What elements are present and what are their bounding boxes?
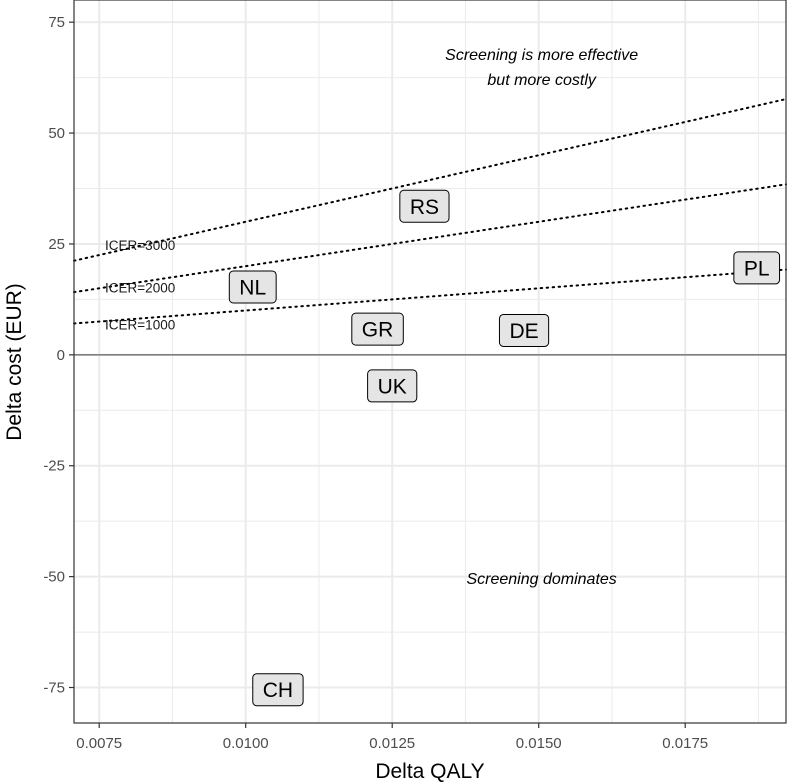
x-tick-label: 0.0125 bbox=[369, 735, 415, 752]
x-tick-label: 0.0075 bbox=[76, 735, 122, 752]
point-label-box bbox=[367, 369, 418, 403]
grid-layer bbox=[74, 0, 786, 723]
icer-line-label: ICER=1000 bbox=[105, 318, 175, 333]
annotation-layer: Screening is more effective but more cost… bbox=[445, 47, 638, 588]
y-tick-label: 50 bbox=[48, 125, 65, 142]
y-tick-label: -75 bbox=[43, 680, 65, 697]
point-label-box bbox=[498, 313, 550, 347]
quadrant-annotation: Screening is more effective bbox=[445, 47, 638, 64]
y-axis-ticks: -75 -50 -25 0 25 50 75 bbox=[43, 14, 74, 697]
country-point-label: UK bbox=[367, 369, 418, 403]
x-axis-ticks: 0.0075 0.0100 0.0125 0.0150 0.0175 bbox=[76, 723, 708, 752]
y-tick-label: 75 bbox=[48, 14, 65, 31]
country-point-label: DE bbox=[498, 313, 550, 347]
x-tick-label: 0.0150 bbox=[516, 735, 562, 752]
point-label-text: CH bbox=[263, 679, 293, 702]
icer-line bbox=[73, 183, 787, 294]
point-label-box bbox=[252, 673, 304, 707]
icer-reference-lines: ICER=3000 ICER=2000 ICER=1000 bbox=[73, 98, 787, 333]
icer-line bbox=[73, 268, 787, 325]
icer-line-label: ICER=3000 bbox=[105, 238, 175, 253]
y-tick-label: 0 bbox=[57, 347, 65, 364]
plot-panel-background bbox=[74, 0, 786, 723]
icer-line-label: ICER=2000 bbox=[105, 280, 175, 295]
point-label-text: GR bbox=[362, 319, 394, 342]
y-tick-label: -25 bbox=[43, 458, 65, 475]
point-label-layer: RS NL PL GR DE UK CH bbox=[228, 189, 781, 707]
country-point-label: RS bbox=[399, 189, 450, 223]
y-tick-label: -50 bbox=[43, 569, 65, 586]
country-point-label: GR bbox=[351, 312, 404, 346]
point-label-box bbox=[733, 251, 781, 285]
point-label-text: PL bbox=[744, 257, 770, 280]
quadrant-annotation: Screening dominates bbox=[466, 571, 616, 588]
x-tick-label: 0.0100 bbox=[223, 735, 269, 752]
quadrant-annotation: but more costly bbox=[487, 72, 596, 89]
icer-line bbox=[73, 98, 787, 262]
country-point-label: NL bbox=[228, 270, 277, 304]
x-axis-title: Delta QALY bbox=[375, 760, 484, 783]
point-label-box bbox=[228, 270, 277, 304]
point-label-box bbox=[351, 312, 404, 346]
point-label-text: NL bbox=[239, 276, 266, 299]
country-point-label: CH bbox=[252, 673, 304, 707]
y-tick-label: 25 bbox=[48, 236, 65, 253]
point-label-text: RS bbox=[410, 196, 439, 219]
x-tick-label: 0.0175 bbox=[662, 735, 708, 752]
point-label-text: UK bbox=[378, 375, 407, 398]
country-point-label: PL bbox=[733, 251, 781, 285]
point-label-text: DE bbox=[509, 320, 538, 343]
point-label-box bbox=[399, 189, 450, 223]
plot-panel-border bbox=[73, 0, 787, 724]
y-axis-title: Delta cost (EUR) bbox=[3, 283, 26, 441]
